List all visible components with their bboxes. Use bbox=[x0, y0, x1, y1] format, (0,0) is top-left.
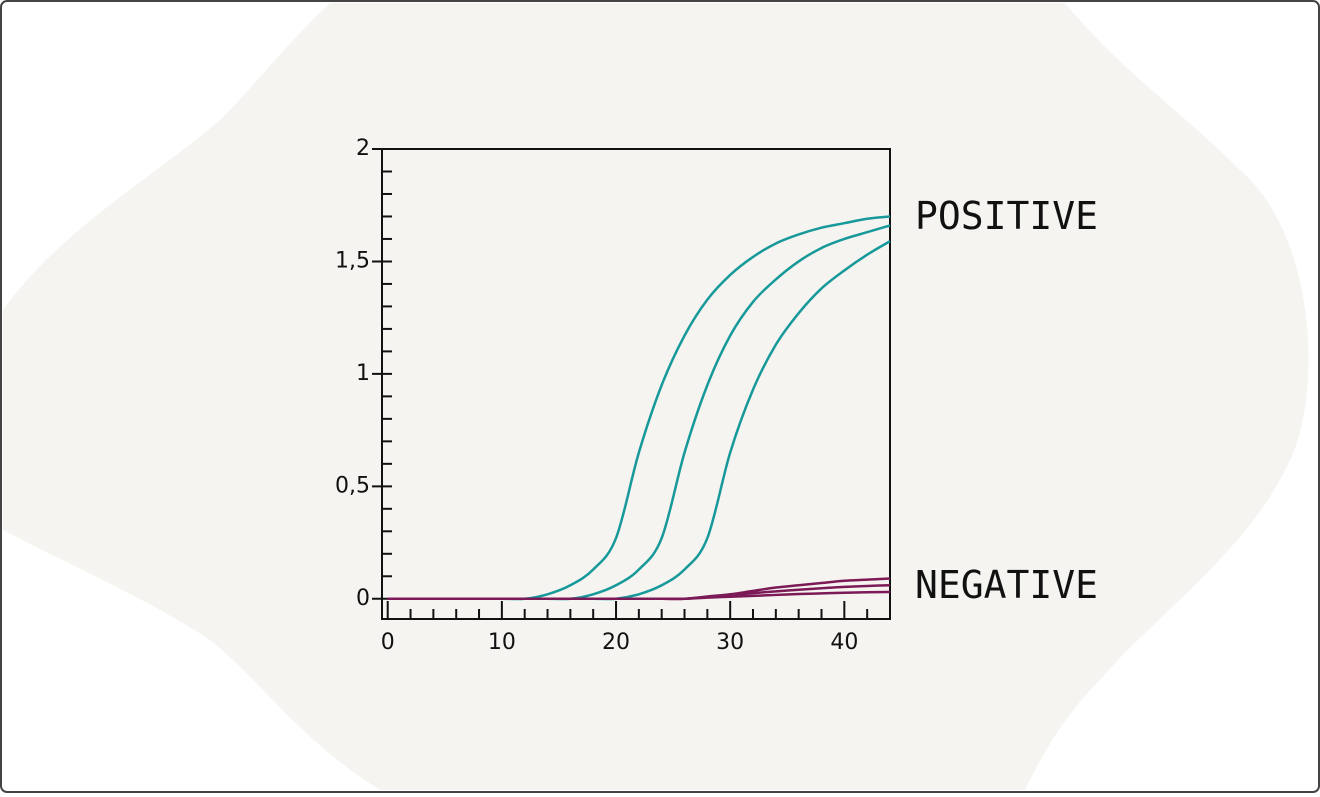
y-tick-label: 2 bbox=[356, 136, 370, 161]
x-tick-label: 30 bbox=[716, 630, 744, 655]
x-tick-label: 10 bbox=[488, 630, 516, 655]
y-tick-label: 1,5 bbox=[335, 248, 370, 273]
annotation: NEGATIVE bbox=[915, 563, 1098, 607]
curve bbox=[387, 590, 891, 601]
background-blob bbox=[3, 3, 1309, 790]
y-tick-label: 0,5 bbox=[335, 473, 370, 498]
annotation: POSITIVE bbox=[915, 194, 1098, 238]
x-tick-label: 40 bbox=[830, 630, 858, 655]
x-tick-label: 0 bbox=[381, 630, 395, 655]
y-tick-label: 1 bbox=[356, 361, 370, 386]
y-tick-label: 0 bbox=[356, 586, 370, 611]
plot-frame bbox=[381, 148, 891, 620]
x-tick-label: 20 bbox=[602, 630, 630, 655]
